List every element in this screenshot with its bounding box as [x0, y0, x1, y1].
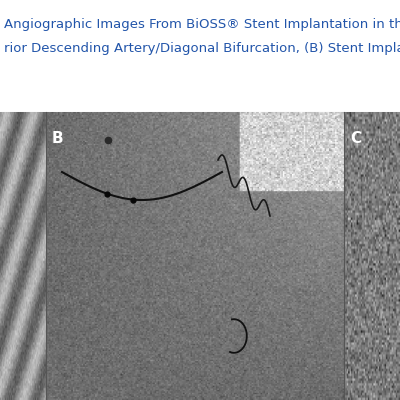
Text: B: B [52, 131, 64, 146]
Text: rior Descending Artery/Diagonal Bifurcation, (B) Stent Implantation with Clearly: rior Descending Artery/Diagonal Bifurcat… [4, 42, 400, 55]
Text: C: C [350, 131, 361, 146]
Text: Angiographic Images From BiOSS® Stent Implantation in the Bifurcation Left Ante: Angiographic Images From BiOSS® Stent Im… [4, 18, 400, 31]
